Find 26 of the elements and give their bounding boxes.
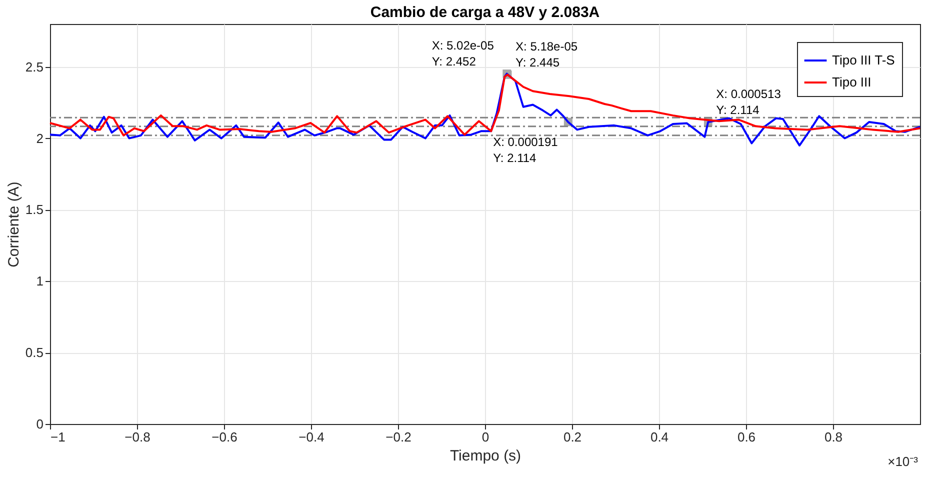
chart-title: Cambio de carga a 48V y 2.083A — [370, 4, 600, 21]
y-axis-title: Corriente (A) — [5, 182, 22, 268]
y-tick-label: 0 — [36, 416, 44, 432]
x-tick-label: 0.8 — [824, 430, 843, 444]
annotation: X: 0.000513 Y: 2.114 — [716, 87, 782, 117]
x-tick-label: −1 — [50, 430, 66, 444]
y-tick-label: 0.5 — [25, 345, 44, 360]
x-tick-label: −0.2 — [386, 430, 412, 444]
x-tick-label: 0 — [482, 430, 490, 444]
annotation: X: 5.18e-05 Y: 2.445 — [516, 40, 578, 70]
y-tick-label: 1 — [36, 274, 44, 289]
x-tick-label: −0.4 — [298, 430, 324, 444]
x-tick-label: 0.4 — [650, 430, 669, 444]
annotation: X: 0.000191 Y: 2.114 — [493, 135, 558, 165]
text: ×10⁻³ — [888, 454, 919, 469]
x-tick-label: −0.8 — [124, 430, 150, 444]
legend-label: Tipo III T-S — [832, 52, 896, 68]
y-tick-label: 2.5 — [25, 59, 44, 74]
x-tick-label: −0.6 — [212, 430, 238, 444]
x-tick-label: 0.2 — [563, 430, 582, 444]
legend-label: Tipo III — [832, 74, 872, 90]
annotation: X: 5.02e-05 Y: 2.452 — [432, 38, 494, 69]
y-tick-label: 2 — [36, 130, 44, 146]
x-tick-label: 0.6 — [737, 430, 756, 444]
y-tick-label: 1.5 — [25, 202, 44, 218]
x-axis-title: Tiempo (s) — [450, 448, 522, 464]
